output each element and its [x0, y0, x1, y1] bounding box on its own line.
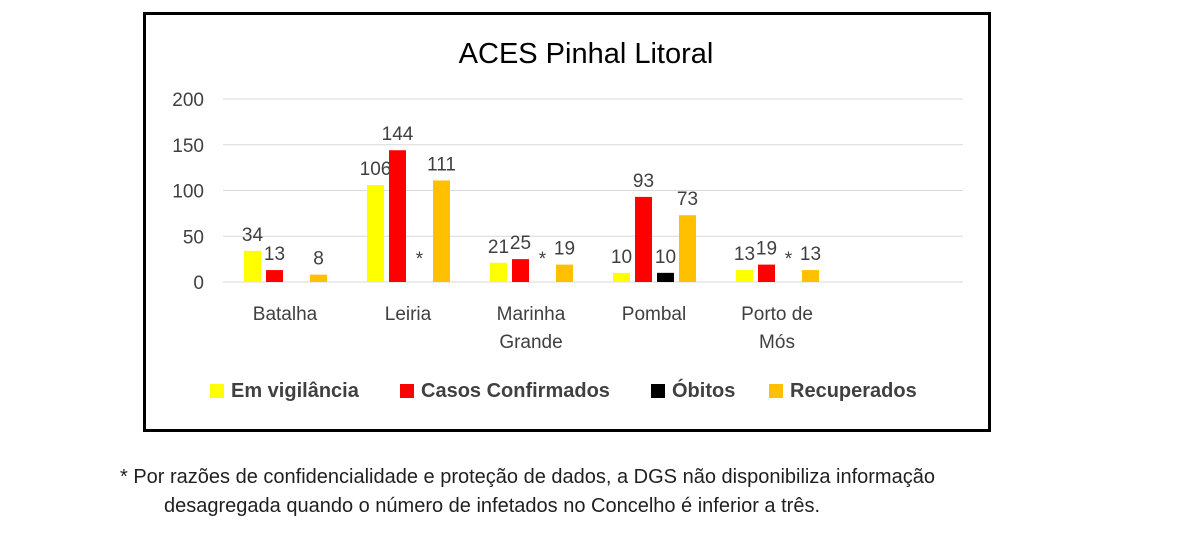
category-label: Marinha — [497, 304, 566, 325]
category-label: Leiria — [385, 304, 432, 325]
bar — [512, 259, 529, 282]
bar — [802, 270, 819, 282]
legend-label: Óbitos — [672, 378, 735, 402]
data-label: 106 — [360, 159, 392, 180]
legend-swatch — [769, 384, 783, 398]
y-tick-label: 0 — [193, 273, 204, 294]
data-label: 34 — [242, 225, 264, 246]
legend-label: Em vigilância — [231, 380, 360, 402]
data-label: 21 — [488, 237, 509, 258]
bar — [635, 196, 652, 282]
bar — [266, 270, 283, 282]
legend-swatch — [400, 384, 414, 398]
data-label: 13 — [800, 244, 821, 265]
bar — [244, 250, 261, 282]
bar — [613, 272, 630, 282]
bar — [679, 215, 696, 282]
category-label: Porto de — [741, 304, 813, 325]
data-label: * — [785, 249, 793, 270]
bar — [389, 150, 406, 282]
bar — [310, 274, 327, 282]
bar — [657, 272, 674, 282]
data-label: 13 — [734, 244, 755, 265]
bar — [758, 264, 775, 282]
chart-title: ACES Pinhal Litoral — [459, 38, 714, 70]
footnote-line-1: * Por razões de confidencialidade e prot… — [120, 466, 935, 488]
bar — [556, 264, 573, 282]
category-label: Grande — [499, 332, 562, 353]
chart-frame: ACES Pinhal Litoral 0 50 100 150 200 34 106 21 10… — [143, 12, 991, 432]
y-tick-label: 50 — [183, 227, 204, 248]
data-label: 10 — [611, 247, 632, 268]
data-label: * — [416, 249, 424, 270]
footnote: * Por razões de confidencialidade e prot… — [120, 463, 1120, 521]
category-label: Pombal — [622, 304, 686, 325]
data-label: 19 — [554, 239, 575, 260]
chart-svg: ACES Pinhal Litoral 0 50 100 150 200 34 106 21 10… — [172, 38, 963, 402]
footnote-line-2: desagregada quando o número de infetados… — [164, 495, 821, 517]
data-label: 144 — [382, 124, 414, 145]
category-label: Mós — [759, 332, 795, 353]
data-label: 10 — [655, 247, 676, 268]
data-label: 19 — [756, 239, 777, 260]
data-label: 73 — [677, 189, 698, 210]
data-label: 93 — [633, 171, 654, 192]
bar — [433, 180, 450, 282]
legend-swatch — [651, 384, 665, 398]
data-label: 25 — [510, 233, 531, 254]
y-tick-label: 150 — [172, 136, 204, 157]
data-label: 111 — [427, 154, 456, 175]
legend-label: Casos Confirmados — [421, 380, 610, 402]
data-label: * — [539, 249, 547, 270]
legend-swatch — [210, 384, 224, 398]
bar — [490, 262, 507, 282]
legend-label: Recuperados — [790, 380, 917, 402]
category-label: Batalha — [253, 304, 318, 325]
bar — [736, 270, 753, 282]
data-label: 13 — [264, 244, 285, 265]
y-tick-label: 100 — [172, 182, 204, 203]
bar — [367, 185, 384, 282]
y-tick-label: 200 — [172, 90, 204, 111]
data-label: 8 — [313, 249, 324, 270]
